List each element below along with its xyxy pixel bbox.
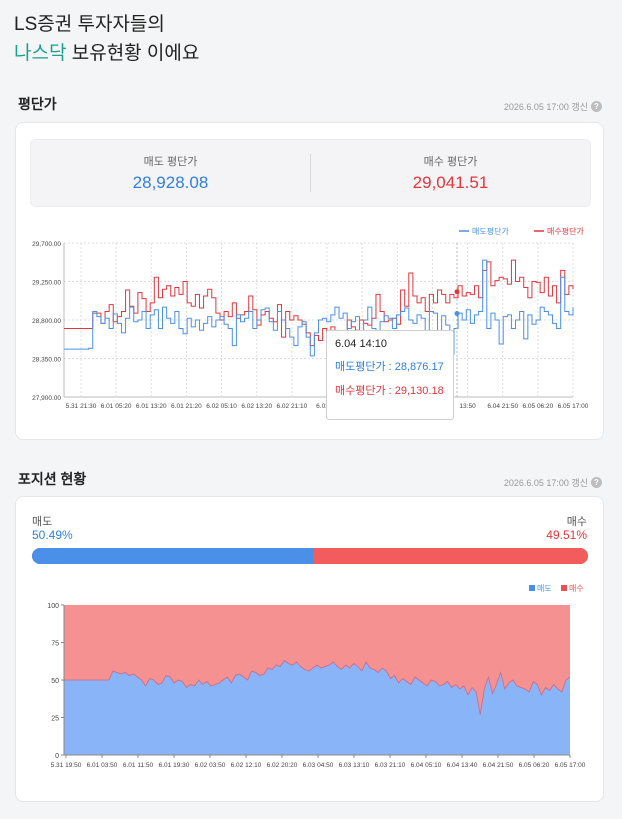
headline-rest: 보유현황 이에요 xyxy=(66,43,200,64)
tooltip-time: 6.04 14:10 xyxy=(335,338,387,350)
x-tick-label: 6.01 13:20 xyxy=(136,403,167,410)
x-tick-label: 6.05 06:20 xyxy=(519,762,550,769)
sell-avg-label: 매도 평단가 xyxy=(143,156,198,168)
ratio-bar-sell xyxy=(32,548,313,564)
x-tick-label: 5.31 21:30 xyxy=(66,403,97,410)
x-tick-label: 13:50 xyxy=(459,403,476,410)
boundary-line xyxy=(64,659,571,715)
legend-label: 매수평단가 xyxy=(547,226,584,236)
y-tick-label: 50 xyxy=(51,678,59,685)
y-tick-label: 28,800.00 xyxy=(32,318,61,325)
position-area-chart[interactable]: 매도 매수 100 75 50 25 0 5.31 19:50 6.01 03:50 6.01 1… xyxy=(16,579,605,789)
buy-percent: 49.51% xyxy=(546,528,587,542)
pos-section-updated: 2026.6.05 17:00 갱신 ? xyxy=(504,476,602,489)
legend-label: 매도평단가 xyxy=(472,226,509,236)
x-tick-label: 6.01 03:50 xyxy=(87,762,118,769)
buy-avg-block: 매수 평단가 29,041.51 xyxy=(311,140,590,206)
legend-label: 매수 xyxy=(569,584,584,593)
buy-label: 매수 xyxy=(566,516,587,528)
legend-swatch xyxy=(561,585,567,591)
avg-updated-text: 2026.6.05 17:00 갱신 xyxy=(503,102,588,112)
pos-updated-text: 2026.6.05 17:00 갱신 xyxy=(503,478,588,488)
help-icon[interactable]: ? xyxy=(591,101,602,112)
buy-avg-value: 29,041.51 xyxy=(412,173,489,192)
x-tick-label: 6.02 20:20 xyxy=(267,762,298,769)
sell-area xyxy=(64,660,570,755)
x-tick-label: 6.01 19:30 xyxy=(159,762,190,769)
y-tick-label: 29,700.00 xyxy=(32,241,61,248)
x-tick-label: 6.04 21:50 xyxy=(483,762,514,769)
avg-summary-box: 매도 평단가 28,928.08 매수 평단가 29,041.51 xyxy=(30,139,591,207)
legend-swatch xyxy=(529,585,535,591)
hover-point-sell xyxy=(454,310,460,316)
x-tick-label: 6.03 04:50 xyxy=(303,762,334,769)
x-tick-label: 6.02 12:10 xyxy=(231,762,262,769)
x-tick-label: 6.05 17:00 xyxy=(555,762,586,769)
avg-price-line-chart[interactable]: 매도평단가 매수평단가 29,700.00 29,250.00 28,800.00 28,… xyxy=(16,221,605,437)
chart-tooltip: 6.04 14:10 매도평단가 : 28,876.17 매수평단가 : 29,… xyxy=(326,330,454,420)
x-tick-label: 6.04 21:50 xyxy=(487,403,518,410)
sell-label: 매도 xyxy=(32,516,53,528)
x-tick-label: 6.02 05:10 xyxy=(206,403,237,410)
avg-section-title: 평단가 xyxy=(18,96,57,112)
hover-point-buy xyxy=(454,289,460,295)
ratio-bar-buy xyxy=(312,548,588,564)
y-tick-label: 28,350.00 xyxy=(32,357,61,364)
legend-label: 매도 xyxy=(537,584,552,593)
x-tick-label: 6.02 13:20 xyxy=(241,403,272,410)
tooltip-buy: 매수평단가 : 29,130.18 xyxy=(335,385,444,397)
headline-line1: LS증권 투자자들의 xyxy=(14,14,165,35)
x-tick-label: 6.02 21:10 xyxy=(276,403,307,410)
series-line xyxy=(64,259,574,357)
x-tick-label: 6.01 05:20 xyxy=(101,403,132,410)
x-tick-label: 6.03 13:10 xyxy=(339,762,370,769)
x-tick-label: 6.03 21:10 xyxy=(375,762,406,769)
y-tick-label: 27,900.00 xyxy=(32,395,61,402)
headline: LS증권 투자자들의 나스닥 보유현황 이에요 xyxy=(14,10,199,68)
sell-avg-block: 매도 평단가 28,928.08 xyxy=(31,140,310,206)
sell-percent: 50.49% xyxy=(32,528,73,542)
x-tick-label: 6.05 17:00 xyxy=(558,403,589,410)
headline-accent: 나스닥 xyxy=(14,43,67,64)
pos-section-title: 포지션 현황 xyxy=(18,471,87,487)
y-tick-label: 25 xyxy=(51,716,59,723)
y-tick-label: 100 xyxy=(47,603,59,610)
position-ratio-bar xyxy=(32,548,588,564)
x-tick-label: 6.04 13:40 xyxy=(447,762,478,769)
y-tick-label: 0 xyxy=(55,753,59,760)
x-tick-label: 6.01 21:20 xyxy=(171,403,202,410)
sell-avg-value: 28,928.08 xyxy=(132,173,209,192)
x-tick-label: 6.04 05:10 xyxy=(411,762,442,769)
x-tick-label: 5.31 19:50 xyxy=(51,762,82,769)
divider xyxy=(310,154,311,192)
avg-section-updated: 2026.6.05 17:00 갱신 ? xyxy=(504,100,602,113)
avg-price-card: 매도 평단가 28,928.08 매수 평단가 29,041.51 매도평단가 매… xyxy=(15,122,604,440)
help-icon[interactable]: ? xyxy=(591,477,602,488)
tooltip-sell: 매도평단가 : 28,876.17 xyxy=(335,361,444,373)
buy-avg-label: 매수 평단가 xyxy=(423,156,478,168)
headline-line2: 나스닥 보유현황 이에요 xyxy=(14,39,199,68)
y-tick-label: 29,250.00 xyxy=(32,280,61,287)
x-tick-label: 6.02 03:50 xyxy=(195,762,226,769)
position-card: 매도 매수 50.49% 49.51% 매도 매수 100 75 50 25 0 5.31 1… xyxy=(15,496,604,802)
x-tick-label: 6.01 11:50 xyxy=(123,762,154,769)
y-tick-label: 75 xyxy=(51,641,59,648)
x-tick-label: 6.05 06:20 xyxy=(522,403,553,410)
